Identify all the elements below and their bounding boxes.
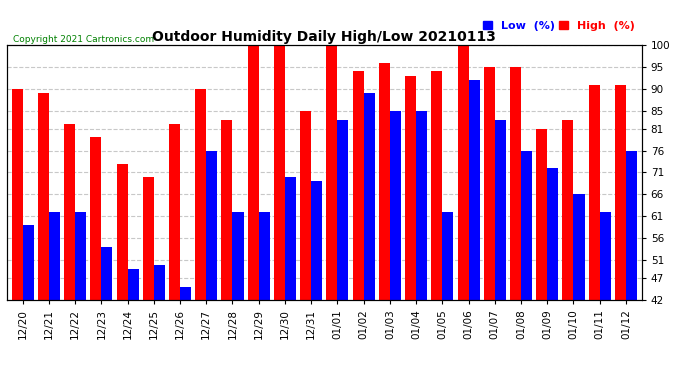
Bar: [615, 85, 626, 375]
Bar: [154, 265, 165, 375]
Bar: [233, 212, 244, 375]
Bar: [128, 269, 139, 375]
Title: Outdoor Humidity Daily High/Low 20210113: Outdoor Humidity Daily High/Low 20210113: [152, 30, 496, 44]
Bar: [143, 177, 154, 375]
Bar: [285, 177, 296, 375]
Bar: [221, 120, 233, 375]
Bar: [484, 67, 495, 375]
Bar: [195, 89, 206, 375]
Bar: [38, 93, 49, 375]
Bar: [405, 76, 416, 375]
Text: Copyright 2021 Cartronics.com: Copyright 2021 Cartronics.com: [13, 35, 155, 44]
Bar: [562, 120, 573, 375]
Bar: [364, 93, 375, 375]
Bar: [379, 63, 390, 375]
Bar: [589, 85, 600, 375]
Bar: [206, 150, 217, 375]
Bar: [90, 137, 101, 375]
Bar: [442, 212, 453, 375]
Bar: [573, 195, 584, 375]
Bar: [64, 124, 75, 375]
Bar: [547, 168, 558, 375]
Bar: [536, 129, 547, 375]
Bar: [353, 71, 364, 375]
Bar: [248, 45, 259, 375]
Bar: [259, 212, 270, 375]
Bar: [337, 120, 348, 375]
Bar: [510, 67, 521, 375]
Legend: Low  (%), High  (%): Low (%), High (%): [482, 20, 636, 32]
Bar: [431, 71, 442, 375]
Bar: [626, 150, 637, 375]
Bar: [117, 164, 128, 375]
Bar: [75, 212, 86, 375]
Bar: [12, 89, 23, 375]
Bar: [49, 212, 60, 375]
Bar: [101, 247, 112, 375]
Bar: [311, 181, 322, 375]
Bar: [469, 80, 480, 375]
Bar: [326, 45, 337, 375]
Bar: [457, 45, 469, 375]
Bar: [169, 124, 180, 375]
Bar: [495, 120, 506, 375]
Bar: [23, 225, 34, 375]
Bar: [416, 111, 427, 375]
Bar: [390, 111, 401, 375]
Bar: [521, 150, 532, 375]
Bar: [180, 287, 191, 375]
Bar: [300, 111, 311, 375]
Bar: [600, 212, 611, 375]
Bar: [274, 45, 285, 375]
